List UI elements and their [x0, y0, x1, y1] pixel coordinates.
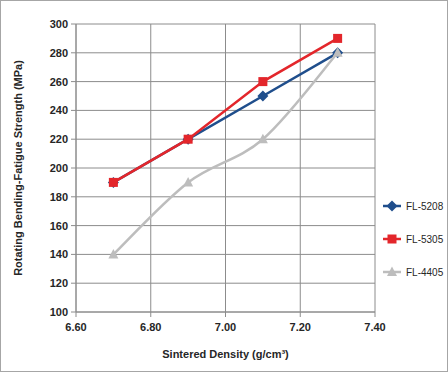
x-tick	[76, 312, 77, 317]
series-marker	[184, 135, 193, 144]
legend-label: FL-5305	[406, 234, 444, 245]
x-tick-label: 6.80	[140, 321, 161, 333]
y-tick-label: 200	[50, 162, 68, 174]
series-marker	[258, 77, 267, 86]
x-tick-label: 7.40	[364, 321, 385, 333]
y-tick	[71, 312, 76, 313]
legend-marker	[387, 201, 398, 212]
y-tick-label: 180	[50, 191, 68, 203]
y-tick	[71, 168, 76, 169]
y-tick	[71, 225, 76, 226]
x-axis-title: Sintered Density (g/cm³)	[162, 348, 289, 360]
y-tick-label: 140	[50, 248, 68, 260]
series-marker	[109, 178, 118, 187]
y-tick-label: 300	[50, 18, 68, 30]
y-tick	[71, 139, 76, 140]
y-axis-title: Rotating Bending-Fatigue Strength (MPa)	[12, 60, 24, 276]
y-tick-label: 120	[50, 277, 68, 289]
y-tick	[71, 110, 76, 111]
series-1	[109, 34, 342, 187]
series-marker	[258, 134, 268, 144]
x-grid-line	[76, 24, 77, 312]
chart: 100 120 140 160 180 200 220 240 260 280 300 6.60 6.8…	[0, 0, 448, 372]
y-tick	[71, 24, 76, 25]
y-tick	[71, 196, 76, 197]
series-marker	[183, 134, 194, 145]
series-marker	[108, 177, 119, 188]
plot-area	[108, 34, 343, 259]
legend-label: FL-5208	[406, 201, 444, 212]
y-tick	[71, 283, 76, 284]
x-axis	[76, 312, 375, 313]
y-tick-label: 160	[50, 220, 68, 232]
legend: FL-5208 FL-5305 FL-4405	[383, 201, 444, 279]
legend-label: FL-4405	[406, 267, 444, 278]
series-marker	[257, 91, 268, 102]
series-marker	[332, 47, 343, 58]
x-tick	[225, 312, 226, 317]
x-tick-label: 7.20	[290, 321, 311, 333]
x-grid-line	[225, 24, 226, 312]
grid	[71, 24, 375, 317]
legend-marker	[387, 267, 397, 277]
series-line	[113, 53, 337, 255]
x-grid-line	[150, 24, 151, 312]
y-tick-label: 100	[50, 306, 68, 318]
x-grid-line	[375, 24, 376, 312]
series-marker	[183, 177, 193, 187]
series-marker	[333, 47, 343, 57]
series-marker	[108, 249, 118, 259]
y-tick-label: 280	[50, 47, 68, 59]
legend-marker	[388, 235, 397, 244]
x-tick	[375, 312, 376, 317]
y-tick	[71, 254, 76, 255]
series-0	[108, 47, 343, 188]
y-tick-label: 240	[50, 104, 68, 116]
y-tick	[71, 81, 76, 82]
x-tick-label: 7.00	[215, 321, 236, 333]
series-marker	[333, 34, 342, 43]
x-tick	[150, 312, 151, 317]
y-tick-label: 220	[50, 133, 68, 145]
x-grid-line	[300, 24, 301, 312]
y-tick	[71, 52, 76, 53]
series-2	[108, 47, 342, 258]
x-tick	[300, 312, 301, 317]
x-tick-label: 6.60	[65, 321, 86, 333]
chart-border	[1, 1, 448, 372]
y-tick-label: 260	[50, 76, 68, 88]
y-grid-line	[76, 312, 375, 313]
y-axis	[76, 24, 77, 312]
